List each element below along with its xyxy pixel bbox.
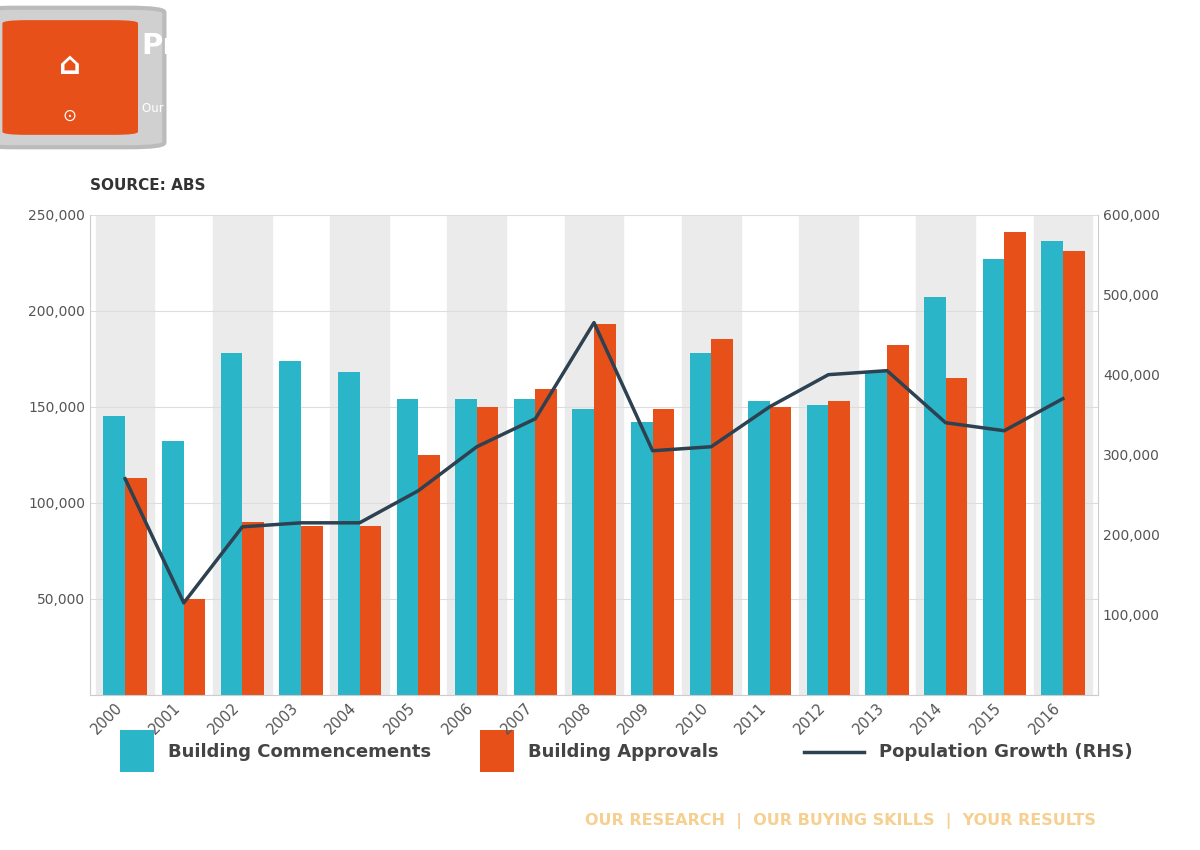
Bar [96, 214, 155, 695]
Text: AUSTRALIA: AUSTRALIA [882, 29, 1142, 71]
Bar [1063, 251, 1085, 695]
Text: SUPPLY & DEMAND: SUPPLY & DEMAND [528, 29, 937, 71]
Bar [828, 401, 850, 695]
Bar [887, 345, 908, 695]
Bar [535, 389, 557, 695]
Bar [1042, 241, 1063, 695]
Bar [946, 378, 967, 695]
Bar [865, 372, 887, 695]
Bar [480, 730, 514, 772]
Text: ⌂: ⌂ [59, 51, 80, 80]
Bar [1004, 232, 1026, 695]
Bar [330, 214, 389, 695]
Bar [770, 406, 792, 695]
Bar [125, 478, 146, 695]
Bar [396, 399, 418, 695]
Bar [572, 409, 594, 695]
Bar [360, 526, 382, 695]
Bar [448, 214, 506, 695]
Bar [418, 455, 440, 695]
Bar [338, 372, 360, 695]
Text: ▣  propertyology.com.au: ▣ propertyology.com.au [48, 813, 248, 829]
Bar [184, 599, 205, 695]
Bar [103, 416, 125, 695]
FancyBboxPatch shape [0, 8, 164, 147]
Text: ⊙: ⊙ [62, 107, 77, 125]
Text: (2000 - 2016): (2000 - 2016) [936, 102, 1080, 122]
Text: Building Commencements: Building Commencements [168, 743, 431, 761]
Bar [924, 298, 946, 695]
Bar [242, 522, 264, 695]
Bar [221, 353, 242, 695]
Bar [712, 339, 733, 695]
Text: SOURCE: ABS: SOURCE: ABS [90, 178, 205, 193]
Bar [653, 409, 674, 695]
Text: OUR RESEARCH  |  OUR BUYING SKILLS  |  YOUR RESULTS: OUR RESEARCH | OUR BUYING SKILLS | YOUR … [584, 813, 1096, 829]
Bar [1033, 214, 1092, 695]
Bar [806, 405, 828, 695]
Bar [565, 214, 623, 695]
Text: Propertyology: Propertyology [142, 32, 376, 60]
Bar [214, 214, 271, 695]
Bar [682, 214, 740, 695]
Text: Building Approvals: Building Approvals [528, 743, 719, 761]
Bar [120, 730, 154, 772]
Bar [280, 360, 301, 695]
FancyBboxPatch shape [2, 20, 138, 135]
Bar [799, 214, 858, 695]
Bar [690, 353, 712, 695]
Bar [594, 324, 616, 695]
Bar [301, 526, 323, 695]
Bar [631, 422, 653, 695]
Bar [983, 258, 1004, 695]
Bar [476, 406, 498, 695]
Bar [162, 441, 184, 695]
Bar [917, 214, 974, 695]
Bar [748, 401, 770, 695]
Bar [514, 399, 535, 695]
Text: Our Research. Our Buying Skills. Your Results: Our Research. Our Buying Skills. Your Re… [142, 102, 409, 115]
Text: Population Growth (RHS): Population Growth (RHS) [878, 743, 1133, 761]
Bar [455, 399, 476, 695]
